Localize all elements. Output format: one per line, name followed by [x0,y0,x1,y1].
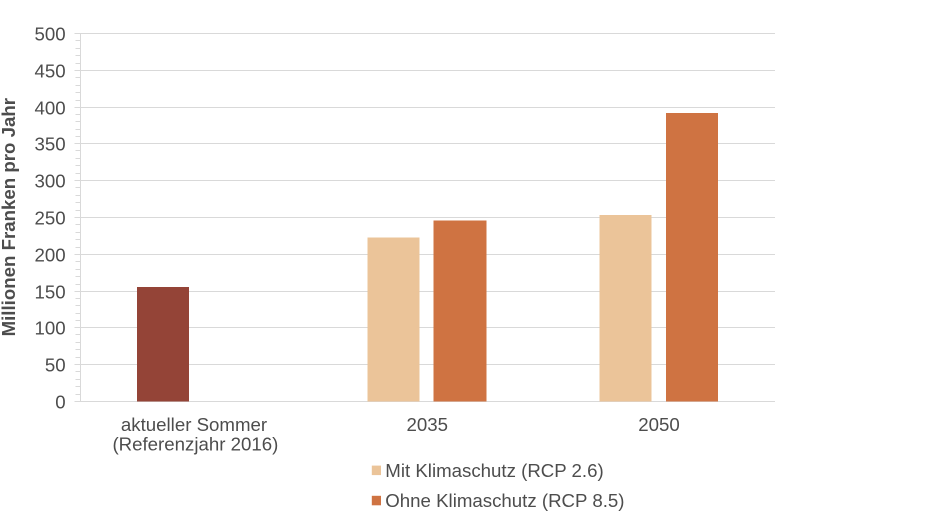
svg-text:350: 350 [35,133,66,154]
svg-text:100: 100 [35,317,66,338]
svg-text:50: 50 [45,354,66,375]
svg-text:200: 200 [35,244,66,265]
svg-text:2035: 2035 [406,414,448,435]
svg-text:450: 450 [35,60,66,81]
svg-text:250: 250 [35,207,66,228]
svg-text:Ohne Klimaschutz (RCP 8.5): Ohne Klimaschutz (RCP 8.5) [385,490,624,511]
svg-text:500: 500 [35,23,66,44]
svg-text:(Referenzjahr 2016): (Referenzjahr 2016) [112,434,278,455]
svg-text:aktueller Sommer: aktueller Sommer [121,414,267,435]
svg-text:2050: 2050 [638,414,680,435]
svg-text:Millionen Franken pro Jahr: Millionen Franken pro Jahr [0,98,19,336]
svg-text:Mit Klimaschutz (RCP 2.6): Mit Klimaschutz (RCP 2.6) [385,460,603,481]
svg-text:400: 400 [35,97,66,118]
svg-text:300: 300 [35,170,66,191]
svg-text:150: 150 [35,281,66,302]
svg-text:0: 0 [55,391,65,412]
